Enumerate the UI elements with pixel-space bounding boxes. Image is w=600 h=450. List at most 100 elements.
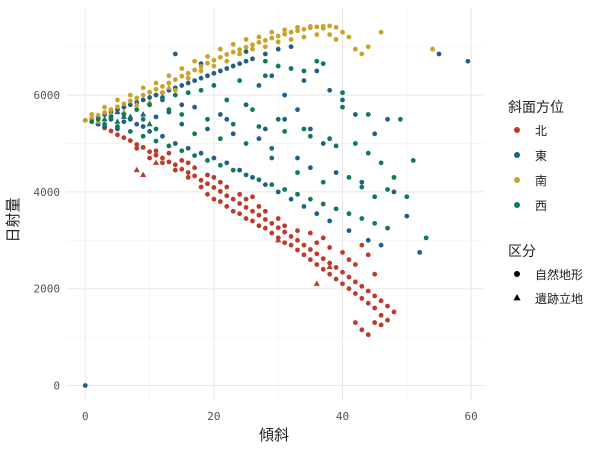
data-point: [160, 84, 165, 89]
data-point: [166, 159, 172, 165]
data-point: [237, 167, 243, 173]
data-point: [89, 119, 95, 125]
data-point: [121, 119, 127, 125]
data-point: [134, 145, 140, 151]
data-point: [314, 251, 320, 257]
legend-title-aspect: 斜面方位: [508, 100, 564, 116]
data-point: [82, 383, 88, 388]
data-point: [346, 34, 352, 40]
data-point: [333, 206, 339, 212]
data-point: [256, 212, 262, 218]
data-point: [153, 148, 159, 154]
legend-swatch: [514, 177, 520, 183]
legend-label: 東: [535, 149, 547, 163]
data-point: [320, 25, 326, 31]
legend-title-category: 区分: [508, 244, 536, 260]
data-point: [205, 158, 210, 163]
data-point: [224, 204, 230, 209]
data-point: [147, 155, 153, 161]
data-point: [89, 115, 95, 121]
data-point: [230, 196, 236, 202]
data-point: [269, 73, 275, 79]
data-point: [185, 80, 191, 86]
data-point: [153, 80, 159, 86]
data-point: [365, 252, 371, 258]
data-point: [237, 191, 243, 197]
data-point: [140, 97, 146, 103]
data-point: [172, 92, 178, 98]
data-point: [320, 141, 326, 146]
data-point: [378, 29, 384, 35]
data-point: [243, 204, 249, 210]
data-point: [385, 317, 390, 323]
data-point-triangle: [275, 236, 282, 243]
data-point-triangle: [133, 166, 140, 173]
data-point: [95, 116, 101, 122]
data-point: [262, 126, 268, 132]
data-point: [217, 136, 223, 142]
data-point: [250, 208, 255, 214]
data-point: [147, 102, 153, 108]
data-point: [160, 97, 165, 103]
data-point: [198, 150, 204, 156]
data-point-triangle: [140, 111, 147, 117]
data-point: [243, 216, 249, 221]
data-point: [359, 327, 365, 333]
data-point: [301, 34, 307, 40]
data-point: [153, 138, 159, 144]
data-point: [269, 35, 275, 41]
data-point: [224, 66, 230, 71]
data-point: [243, 102, 249, 108]
data-point: [179, 66, 185, 71]
data-point: [346, 274, 352, 280]
data-point: [198, 87, 204, 93]
data-point: [205, 53, 210, 59]
data-point-triangle: [326, 263, 333, 269]
data-point: [295, 191, 300, 197]
data-point: [205, 191, 210, 197]
y-tick-label: 2000: [34, 283, 61, 296]
data-point: [262, 217, 268, 222]
data-point: [295, 228, 300, 234]
data-point: [140, 144, 146, 150]
data-point: [166, 107, 172, 113]
data-point: [385, 187, 390, 192]
data-point: [398, 116, 403, 122]
data-point: [217, 54, 223, 60]
data-point-triangle: [140, 171, 147, 178]
data-point: [256, 136, 262, 142]
data-point: [352, 279, 358, 285]
data-point: [282, 229, 288, 235]
grid: [66, 8, 484, 400]
data-point: [346, 211, 352, 217]
data-point: [262, 58, 268, 64]
data-point: [250, 218, 255, 224]
data-point: [275, 116, 281, 122]
data-point: [108, 107, 114, 113]
data-point: [134, 95, 140, 101]
data-point: [160, 90, 165, 96]
data-point: [172, 77, 178, 83]
data-point: [172, 51, 178, 57]
data-point: [185, 75, 191, 81]
data-point: [185, 160, 191, 166]
data-point: [333, 276, 339, 282]
data-point: [230, 63, 236, 69]
data-point: [314, 24, 320, 30]
data-point: [269, 29, 275, 35]
data-point: [102, 104, 107, 110]
data-point: [217, 112, 223, 117]
data-point: [295, 107, 300, 113]
data-point: [359, 184, 365, 190]
data-point: [307, 23, 313, 29]
data-point: [127, 129, 133, 134]
data-point: [192, 104, 198, 110]
data-point: [198, 75, 204, 81]
data-point: [314, 68, 320, 74]
data-point: [160, 133, 165, 139]
data-point: [192, 67, 198, 73]
data-point: [346, 286, 352, 292]
data-point: [327, 32, 333, 38]
data-point: [378, 160, 384, 166]
